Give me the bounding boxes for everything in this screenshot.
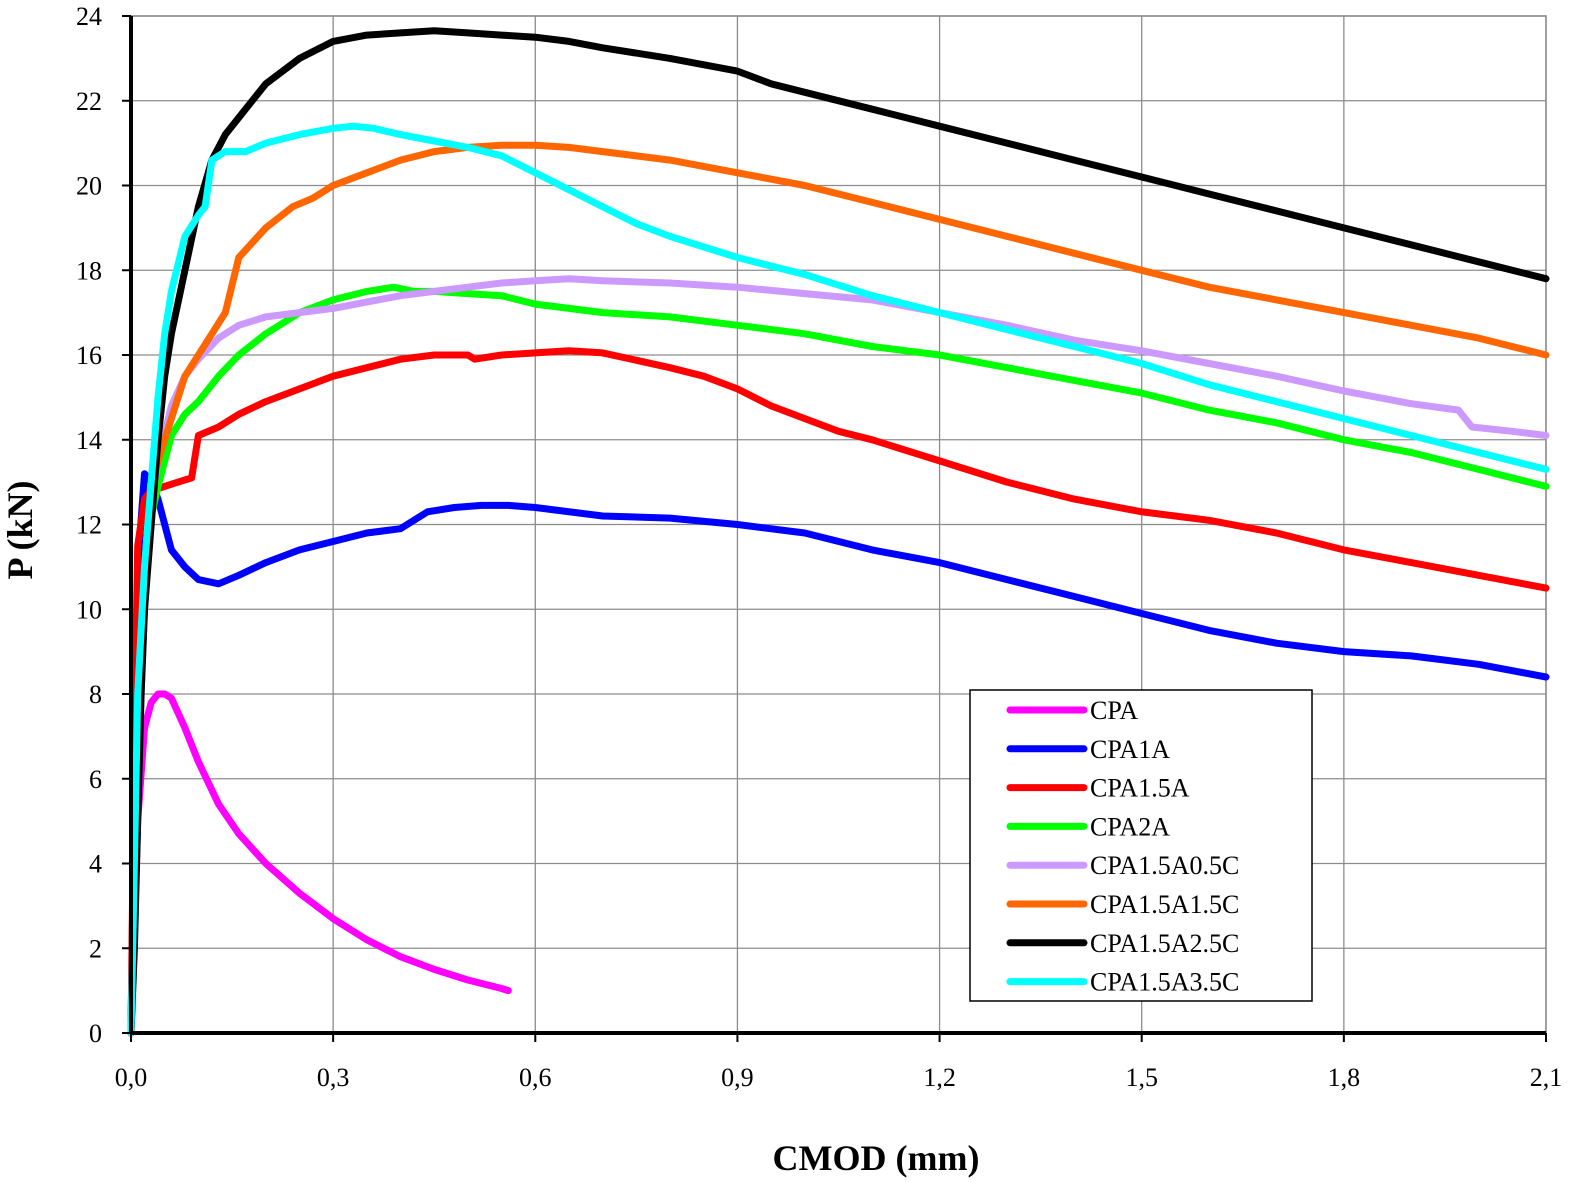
x-tick-labels: 0,0 0,3 0,6 0,9 1,2 1,5 1,8 2,1 — [115, 1063, 1563, 1092]
series-line-7 — [127, 122, 1550, 1037]
y-tick-label: 14 — [76, 426, 102, 455]
series-line-0 — [127, 690, 512, 1037]
legend-label-0: CPA — [1090, 696, 1138, 725]
x-tick-label: 0,6 — [519, 1063, 552, 1092]
x-tick-label: 0,3 — [317, 1063, 350, 1092]
series-line-2 — [127, 347, 1550, 1037]
grid-lines — [130, 15, 1547, 1034]
x-axis-title: CMOD (mm) — [773, 1138, 980, 1178]
y-tick-label: 24 — [76, 2, 102, 31]
series-line-3 — [127, 283, 1550, 1037]
y-tick-label: 22 — [76, 87, 102, 116]
y-tick-label: 12 — [76, 511, 102, 540]
series-line-1 — [127, 470, 1550, 1037]
legend-label-6: CPA1.5A2.5C — [1090, 929, 1239, 958]
legend-label-1: CPA1A — [1090, 735, 1170, 764]
y-tick-label: 4 — [89, 850, 102, 879]
y-tick-label: 2 — [89, 934, 102, 963]
legend-label-7: CPA1.5A3.5C — [1090, 968, 1239, 997]
y-tick-label: 18 — [76, 256, 102, 285]
legend-label-2: CPA1.5A — [1090, 774, 1190, 803]
y-tick-label: 20 — [76, 172, 102, 201]
legend-items: CPA CPA1A CPA1.5A CPA2A CPA1.5A0.5C CPA1.5A1.… — [1006, 696, 1239, 997]
x-tick-label: 1,5 — [1125, 1063, 1158, 1092]
y-tick-label: 8 — [89, 680, 102, 709]
x-tick-label: 0,0 — [115, 1063, 148, 1092]
y-tick-label: 0 — [89, 1019, 102, 1048]
x-tick-label: 1,8 — [1328, 1063, 1361, 1092]
legend-box — [969, 689, 1313, 1002]
x-tick-label: 0,9 — [721, 1063, 754, 1092]
legend-label-5: CPA1.5A1.5C — [1090, 890, 1239, 919]
x-tick-label: 2,1 — [1530, 1063, 1563, 1092]
legend-label-3: CPA2A — [1090, 812, 1170, 841]
y-axis-title: P (kN) — [0, 481, 40, 580]
series-line-6 — [127, 27, 1550, 1037]
y-tick-label: 10 — [76, 595, 102, 624]
legend-label-4: CPA1.5A0.5C — [1090, 851, 1239, 880]
x-tick-label: 1,2 — [923, 1063, 956, 1092]
axes — [122, 15, 1547, 1042]
y-tick-label: 6 — [89, 765, 102, 794]
series-layer — [127, 27, 1550, 1037]
y-tick-label: 16 — [76, 341, 102, 370]
legend: CPA CPA1A CPA1.5A CPA2A CPA1.5A0.5C CPA1.5A1.… — [969, 689, 1313, 1002]
